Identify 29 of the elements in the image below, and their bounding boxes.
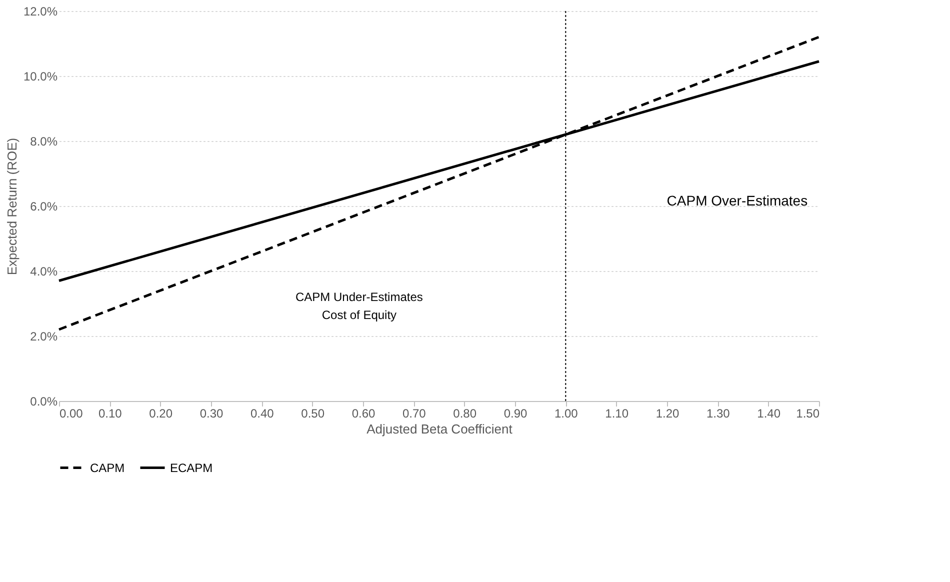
annotation: CAPM Under-Estimates Cost of Equity — [296, 290, 423, 322]
x-tick-label: 1.10 — [605, 406, 629, 420]
x-tick-label: 1.30 — [706, 406, 730, 420]
x-tick-label: 0.50 — [301, 406, 325, 420]
x-tick-label: 0.70 — [402, 406, 426, 420]
x-tick-label: 1.50 — [796, 406, 820, 420]
y-tick-label: 10.0% — [23, 70, 58, 84]
y-tick-label: 0.0% — [30, 394, 58, 408]
y-tick-label: 2.0% — [30, 330, 58, 344]
y-tick-label: 4.0% — [30, 264, 58, 278]
x-tick-label: 0.30 — [200, 406, 224, 420]
legend-label: CAPM — [90, 460, 125, 475]
x-tick-label: 0.80 — [453, 406, 477, 420]
x-tick-label: 0.20 — [149, 406, 173, 420]
legend-label: ECAPM — [170, 460, 213, 475]
y-tick-label: 12.0% — [23, 4, 58, 18]
y-tick-label: 6.0% — [30, 200, 58, 214]
x-tick-label: 1.20 — [656, 406, 680, 420]
y-tick-label: 8.0% — [30, 134, 58, 148]
x-tick-label: 0.00 — [60, 406, 84, 420]
x-tick-label: 1.00 — [554, 406, 578, 420]
x-axis-title: Adjusted Beta Coefficient — [366, 422, 513, 436]
x-tick-label: 0.10 — [98, 406, 122, 420]
y-axis-title: Expected Return (ROE) — [4, 138, 20, 276]
annotation: CAPM Over-Estimates — [666, 192, 808, 208]
x-tick-label: 0.90 — [504, 406, 528, 420]
x-tick-label: 0.40 — [250, 406, 274, 420]
x-tick-label: 1.40 — [757, 406, 781, 420]
x-tick-label: 0.60 — [352, 406, 376, 420]
